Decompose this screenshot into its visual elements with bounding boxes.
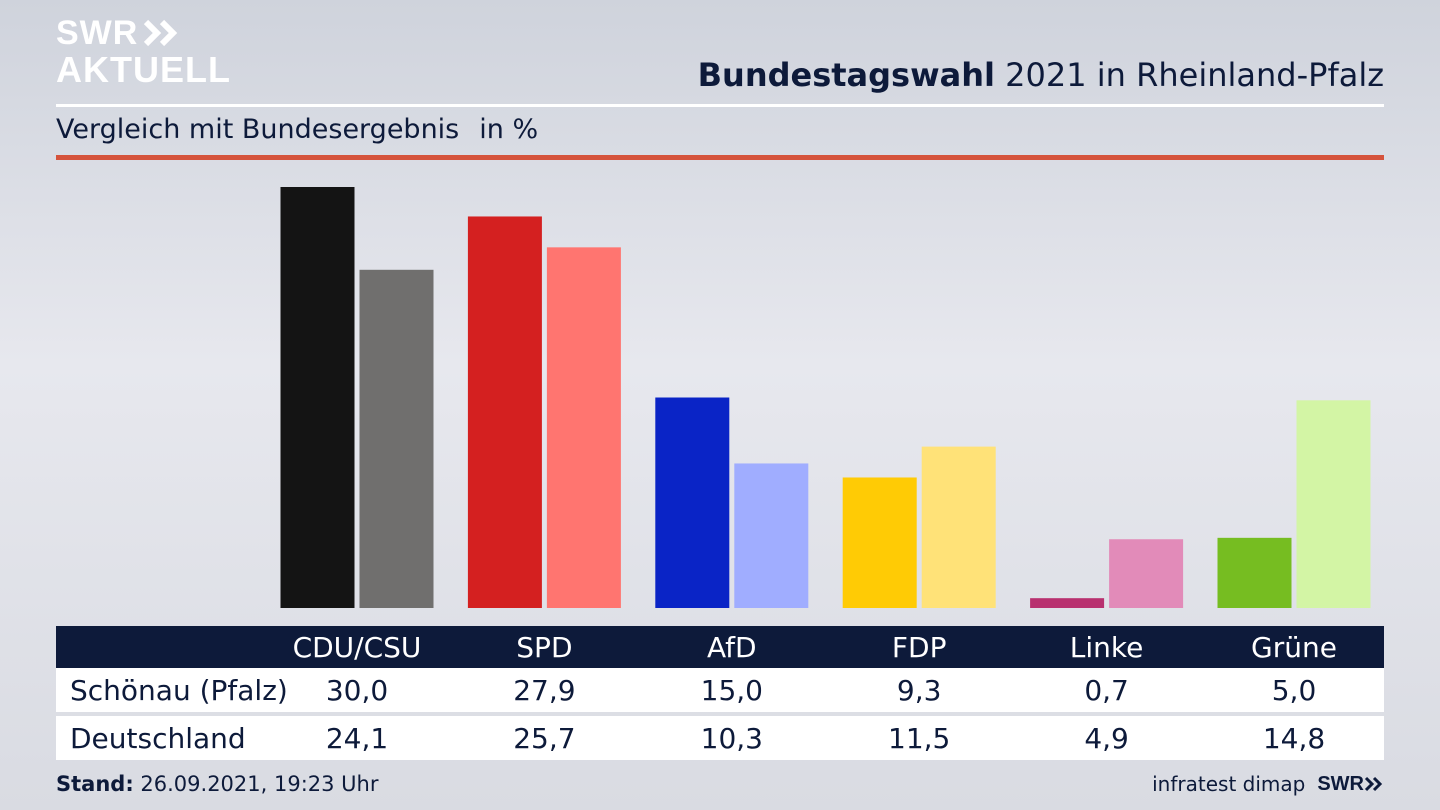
bar-fdp-schoenau bbox=[842, 477, 917, 608]
swr-aktuell-logo: SWR AKTUELL bbox=[56, 16, 231, 88]
title-divider bbox=[56, 104, 1384, 107]
logo-aktuell-text: AKTUELL bbox=[56, 49, 231, 90]
bar-afd-deutschland bbox=[734, 463, 809, 608]
source-credit: infratest dimap SWR bbox=[1152, 772, 1384, 796]
value-cell: 5,0 bbox=[1271, 673, 1317, 707]
source-text: infratest dimap bbox=[1152, 772, 1306, 796]
bar-afd-schoenau bbox=[655, 397, 730, 608]
bar-gr-ne-schoenau bbox=[1217, 537, 1292, 608]
subtitle-divider bbox=[56, 155, 1384, 160]
value-cell: 25,7 bbox=[513, 721, 576, 755]
value-cell: 30,0 bbox=[325, 673, 389, 707]
unit-label: in % bbox=[479, 114, 539, 145]
value-cell: 0,7 bbox=[1084, 673, 1129, 707]
bar-fdp-deutschland bbox=[921, 446, 996, 608]
results-table: CDU/CSU SPD AfD FDP Linke Grüne Schönau (Pfal… bbox=[56, 626, 1384, 760]
value-cell: 24,1 bbox=[325, 721, 389, 755]
footer-swr-logo: SWR bbox=[1317, 773, 1384, 796]
value-cell: 14,8 bbox=[1262, 721, 1326, 755]
stand-value: 26.09.2021, 19:23 Uhr bbox=[133, 772, 379, 796]
bar-chart bbox=[280, 187, 1371, 609]
bar-cdu-csu-deutschland bbox=[359, 269, 434, 608]
stand-label: Stand: bbox=[56, 772, 134, 796]
title-bold: Bundestagswahl bbox=[697, 56, 995, 94]
timestamp: Stand: 26.09.2021, 19:23 Uhr bbox=[56, 772, 379, 796]
value-cell: 10,3 bbox=[700, 721, 763, 755]
category-label: Linke bbox=[1069, 630, 1144, 664]
row-label-deutschland: Deutschland bbox=[70, 721, 246, 755]
table-row: Schönau (Pfalz) 30,0 27,9 15,0 9,3 0,7 5,0 bbox=[56, 668, 1384, 712]
bar-cdu-csu-schoenau bbox=[280, 187, 355, 608]
bar-spd-deutschland bbox=[546, 247, 621, 609]
title-rest: 2021 in Rheinland-Pfalz bbox=[995, 56, 1384, 94]
bar-spd-schoenau bbox=[467, 216, 542, 608]
subtitle-text: Vergleich mit Bundesergebnis bbox=[56, 114, 460, 145]
category-label: SPD bbox=[516, 630, 573, 664]
footer-swr-text: SWR bbox=[1317, 772, 1364, 795]
category-label: CDU/CSU bbox=[292, 630, 422, 664]
value-cell: 4,9 bbox=[1084, 721, 1129, 755]
value-cell: 27,9 bbox=[513, 673, 576, 707]
bar-linke-schoenau bbox=[1030, 598, 1105, 608]
double-chevron-icon bbox=[1364, 776, 1383, 792]
bar-linke-deutschland bbox=[1109, 539, 1184, 608]
category-label: Grüne bbox=[1251, 630, 1337, 664]
category-label: AfD bbox=[707, 630, 757, 664]
row-label-schoenau: Schönau (Pfalz) bbox=[70, 673, 288, 707]
chart-subtitle: Vergleich mit Bundesergebnis in % bbox=[56, 114, 538, 145]
table-header-row: CDU/CSU SPD AfD FDP Linke Grüne bbox=[56, 626, 1384, 668]
double-chevron-icon bbox=[144, 19, 178, 47]
bar-gr-ne-deutschland bbox=[1296, 400, 1371, 608]
chart-title: Bundestagswahl 2021 in Rheinland-Pfalz bbox=[698, 56, 1384, 94]
value-cell: 9,3 bbox=[896, 673, 942, 707]
table-row: Deutschland 24,1 25,7 10,3 11,5 4,9 14,8 bbox=[56, 716, 1384, 760]
category-label: FDP bbox=[891, 630, 947, 664]
value-cell: 15,0 bbox=[700, 673, 763, 707]
value-cell: 11,5 bbox=[888, 721, 951, 755]
logo-swr-text: SWR bbox=[56, 14, 139, 52]
